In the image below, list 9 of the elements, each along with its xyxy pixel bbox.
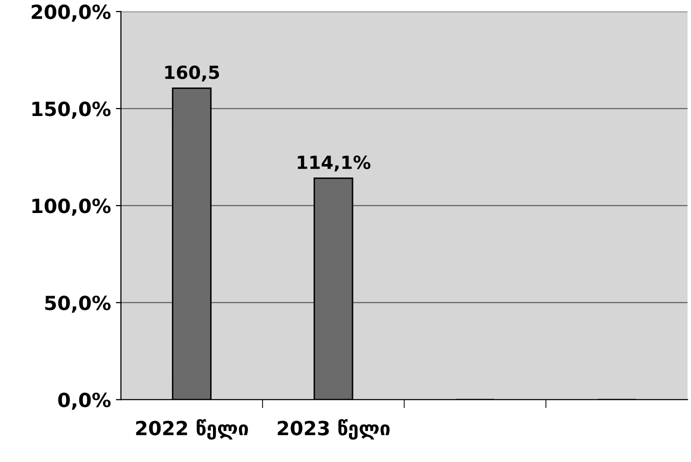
y-tick-label: 150,0% [32,102,111,119]
x-tick-label: 2023 წელი [278,419,390,440]
y-tick-label: 0,0% [58,392,111,410]
x-tick-label: 2022 წელი [136,419,248,440]
y-tick-label: 50,0% [45,296,111,313]
y-tick-label: 200,0% [32,4,111,22]
data-label: 114,1% [298,156,370,172]
data-label: 160,5 [165,65,220,82]
y-tick-label: 100,0% [32,198,111,216]
